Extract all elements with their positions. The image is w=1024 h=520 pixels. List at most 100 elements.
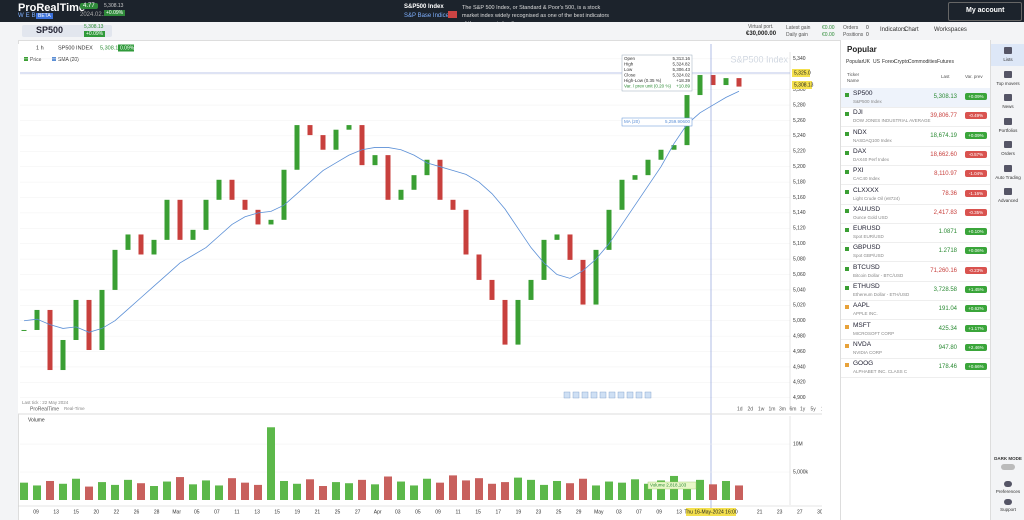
watchlist-row[interactable]: GOOG ALPHABET INC. CLASS C 178.46 +0.66% (841, 358, 991, 379)
sidebar-icon (1004, 164, 1012, 172)
watchlist-tab[interactable]: Popular (846, 59, 864, 65)
volume-bar (683, 482, 691, 500)
last: 3,728.58 (933, 287, 957, 293)
sidebar-item[interactable]: Advanced (991, 185, 1024, 207)
volume-bar (540, 484, 548, 500)
candle (47, 309, 53, 371)
period-button[interactable]: 3m (779, 406, 786, 412)
volume-bar (462, 480, 470, 500)
period-button[interactable]: 10y (821, 406, 822, 412)
last: 71,260.16 (930, 267, 957, 274)
brand: ProRealTime (30, 406, 59, 412)
volume-bar (735, 485, 743, 500)
ohlc-label: Open (624, 56, 636, 61)
watchlist-row[interactable]: NVDA NVIDIA CORP 947.80 +2.46% (841, 339, 991, 359)
watchlist-tab[interactable]: Futures (937, 59, 954, 65)
instrument-price: 5,308.13 (100, 45, 121, 51)
watchlist-row[interactable]: BTCUSD Bitcoin Dollar - BTC/USD 71,260.16 -… (841, 262, 991, 282)
watchlist-tab[interactable]: Commodities (908, 59, 938, 65)
watchlist-row[interactable]: DAX DAX40 Perf Index 18,662.60 -0.57% (841, 146, 991, 166)
period-button[interactable]: 1y (800, 406, 806, 412)
ticker-name: CAC40 Index (853, 176, 880, 182)
sidebar-item[interactable]: Lists (991, 44, 1024, 66)
sidebar-item[interactable]: Preferences (991, 480, 1024, 497)
candle (697, 75, 703, 96)
volume-bar (423, 478, 431, 500)
x-tick-label: 26 (134, 509, 140, 515)
watchlist-row[interactable]: NDX NASDAQ100 Index 18,674.19 +0.09% (841, 127, 991, 147)
volume-bar (709, 484, 717, 500)
sidebar-item[interactable]: Orders (991, 138, 1024, 160)
candle (242, 199, 248, 210)
instrument: S&P500 Index (404, 4, 444, 10)
volume-bar (241, 482, 249, 500)
y-tick-label: 5,140 (793, 210, 806, 216)
volume-bar (189, 484, 197, 500)
candle (34, 309, 40, 330)
candle (190, 229, 196, 240)
watchlist-tab[interactable]: UK (863, 59, 870, 65)
sidebar-item[interactable]: Portfolios (991, 115, 1024, 137)
watchlist-row[interactable]: AAPL APPLE INC. 191.04 +0.62% (841, 300, 991, 321)
period-button[interactable]: 2d (748, 406, 754, 412)
ohlc-label: High-Low (0.35 %) (624, 78, 662, 83)
toolbar-button[interactable]: Indicators (880, 27, 907, 33)
account-button[interactable]: My account (948, 2, 1022, 21)
volume-bar (501, 482, 509, 500)
x-tick-label: 30 (817, 509, 822, 515)
ticker: XAUUSD (853, 205, 881, 213)
watchlist-row[interactable]: EURUSD Spot EUR/USD 1.0871 +0.10% (841, 223, 991, 244)
watchlist-row[interactable]: SP500 S&P500 Index 5,308.13 +0.09% (841, 88, 991, 108)
volume-bar (514, 477, 522, 500)
ticker: CLXXXX (853, 186, 879, 194)
ohlc-value: 5,306.43 (672, 67, 690, 72)
period-button[interactable]: 1w (758, 406, 765, 412)
sidebar-icon (1004, 70, 1012, 78)
watchlist-row[interactable]: MSFT MICROSOFT CORP 425.34 +1.17% (841, 320, 991, 340)
sidebar-item[interactable]: Top movers (991, 68, 1024, 90)
sma-line (23, 90, 740, 333)
watchlist-row[interactable]: PXI CAC40 Index 8,110.97 -1.04% (841, 165, 991, 186)
y-tick-label: 5,100 (793, 241, 806, 247)
sidebar-label: Orders (1001, 151, 1015, 156)
last: 5,308.13 (933, 94, 957, 100)
watchlist-tab[interactable]: Forex (882, 59, 895, 65)
volume-bar (85, 486, 93, 500)
y-tick-label: 5,020 (793, 303, 806, 309)
x-tick-label: Apr (374, 509, 382, 515)
candle (164, 199, 170, 240)
watchlist-row[interactable]: GBPUSD Spot GBP/USD 1.2718 +0.06% (841, 242, 991, 263)
candle (385, 155, 391, 200)
sidebar-icon (1004, 141, 1012, 148)
watchlist-tab[interactable]: Crypto (894, 59, 909, 65)
cursor-date: Thu 16-May-2024 16:00 (684, 509, 738, 515)
toolbar-button[interactable]: Chart (904, 27, 919, 33)
candle (541, 239, 547, 280)
x-tick-label: 07 (214, 509, 220, 515)
period-button[interactable]: 5y (811, 406, 817, 412)
volume-bar (46, 480, 54, 500)
volume-bar (319, 486, 327, 500)
sidebar-item[interactable]: Support (991, 498, 1024, 515)
ohlc-label: Low (624, 67, 633, 72)
watchlist-row[interactable]: CLXXXX Light Crude Oil (e8724) 78.36 -1.16% (841, 185, 991, 205)
candle (125, 234, 131, 250)
x-tick-label: 09 (33, 509, 39, 515)
volume-bar (384, 476, 392, 500)
period-button[interactable]: 1d (737, 406, 743, 412)
sidebar-item[interactable]: News (991, 91, 1024, 113)
watchlist-row[interactable]: XAUUSD Ounce Gold USD 2,417.83 -0.35% (841, 204, 991, 224)
period-button[interactable]: 1m (769, 406, 776, 412)
watchlist-tab[interactable]: US (873, 59, 880, 65)
orders: 0 (866, 25, 869, 31)
sidebar-item[interactable]: Auto Trading (991, 162, 1024, 184)
candle (346, 125, 352, 130)
toolbar-button[interactable]: Workspaces (934, 27, 967, 33)
watchlist-row[interactable]: ETHUSD Ethereum Dollar - ETH/USD 3,728.58 +… (841, 281, 991, 301)
last: 8,110.97 (934, 171, 957, 178)
x-tick-label: 29 (576, 509, 582, 515)
period-button[interactable]: 6m (790, 406, 797, 412)
x-tick-label: 25 (556, 509, 562, 515)
volume-label-bg (647, 481, 697, 490)
watchlist-row[interactable]: DJI DOW JONES INDUSTRIAL AVERAGE 39,806.77… (841, 107, 991, 128)
